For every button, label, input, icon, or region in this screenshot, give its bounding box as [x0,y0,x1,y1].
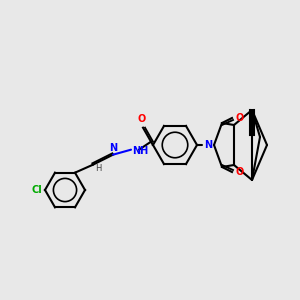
Text: Cl: Cl [31,185,42,195]
Text: N: N [109,143,117,153]
Text: N: N [204,140,212,150]
Text: H: H [95,164,101,173]
Text: O: O [235,167,243,177]
Text: O: O [138,114,146,124]
Text: NH: NH [132,146,148,156]
Text: O: O [235,113,243,123]
